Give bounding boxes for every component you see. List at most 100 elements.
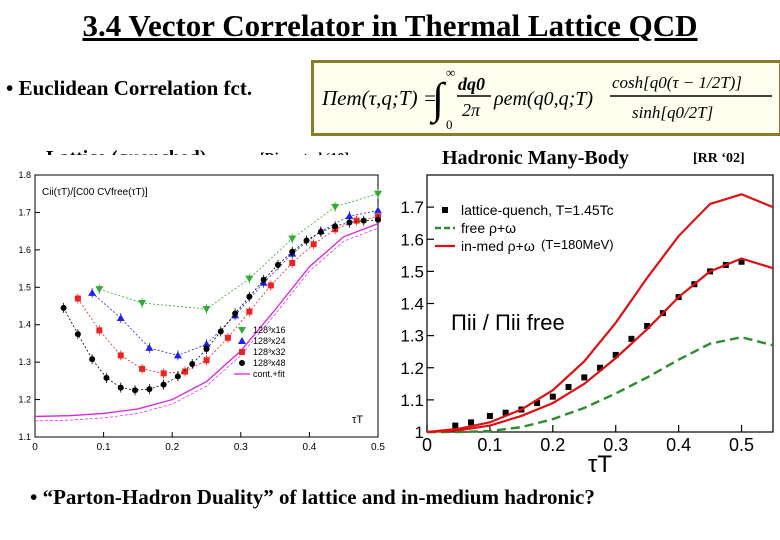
data-point <box>60 304 67 311</box>
data-point <box>452 422 459 429</box>
data-point <box>160 370 167 377</box>
data-point <box>224 334 231 341</box>
fit-curve <box>34 223 379 418</box>
data-point <box>139 365 146 372</box>
measure-denominator: 2π <box>462 100 481 120</box>
data-point <box>117 384 124 391</box>
y-tick-label: 1.6 <box>18 245 31 255</box>
x-tick-label: 0.1 <box>477 435 502 455</box>
data-point <box>612 351 619 358</box>
data-point <box>202 305 211 313</box>
legend-swatch <box>239 349 245 355</box>
series-line <box>63 219 379 391</box>
data-point <box>345 212 354 220</box>
data-point <box>202 340 211 348</box>
series-line <box>427 336 774 434</box>
legend-label: 128³x24 <box>253 336 286 346</box>
integral-sign: ∫ <box>429 74 447 125</box>
data-point <box>597 364 603 371</box>
legend-note: (T=180MeV) <box>541 237 614 252</box>
data-point <box>738 258 745 265</box>
lattice-correlator-plot: 0 0.1 0.2 0.3 0.4 0.5 1.1 1.2 1.3 1.4 1.5 1.6 1.7 1.8… <box>2 155 390 467</box>
x-tick-label: 0 <box>422 435 432 455</box>
series-3 <box>426 193 774 434</box>
legend-label: free ρ+ω <box>461 220 516 236</box>
kernel-numerator: cosh[q0(τ − 1/2T)] <box>612 73 742 92</box>
data-point <box>331 203 340 211</box>
data-point <box>360 217 367 224</box>
kernel-denominator: sinh[q0/2T] <box>632 103 713 122</box>
data-point <box>146 386 153 393</box>
data-point <box>288 235 297 243</box>
series-line <box>77 216 379 374</box>
y-tick-label: 1.5 <box>18 282 31 292</box>
data-point <box>332 223 339 230</box>
correlator-formula: Πem(τ,q;T) = ∞ ∫ 0 dq0 2π ρem(q0,q;T) co… <box>321 65 772 132</box>
measure-numerator: dq0 <box>458 74 485 94</box>
y-axis-label: Cii(τT)/[C00 CVfree(τT)] <box>42 187 148 198</box>
data-point <box>89 356 96 363</box>
series-2 <box>74 211 381 379</box>
data-point <box>486 412 493 419</box>
data-point <box>189 361 196 368</box>
legend-label: cont.+fit <box>253 369 285 379</box>
data-point <box>116 313 125 321</box>
y-tick-label: 1.8 <box>18 170 31 180</box>
bullet-correlation: • Euclidean Correlation fct. <box>6 76 253 100</box>
x-tick-label: 0 <box>32 442 38 453</box>
legend-label: 128³x32 <box>253 347 286 357</box>
data-point <box>289 259 296 266</box>
y-tick-label: 1.4 <box>18 320 31 330</box>
data-point <box>289 248 296 255</box>
data-point <box>628 335 635 342</box>
data-point <box>217 328 224 335</box>
data-point <box>274 261 281 268</box>
data-point <box>117 352 124 359</box>
y-tick-label: 1.1 <box>400 391 424 410</box>
legend-label: 128³x48 <box>253 358 286 368</box>
legend-label: in-med ρ+ω <box>461 238 535 254</box>
series-4 <box>34 223 379 422</box>
y-tick-label: 1.3 <box>18 357 31 367</box>
series-1 <box>427 336 774 434</box>
x-axis-label: τT <box>352 414 363 426</box>
data-point <box>103 374 110 381</box>
data-point <box>246 293 253 300</box>
y-tick-label: 1.6 <box>400 230 424 249</box>
series-line <box>426 193 774 434</box>
data-point <box>174 373 181 380</box>
spectral-function: ρem(q0,q;T) <box>493 88 593 110</box>
data-point <box>267 282 274 289</box>
formula-lower-limit: 0 <box>446 117 453 132</box>
y-tick-label: 1.7 <box>400 198 424 217</box>
y-axis-label: Πii / Πii free <box>451 310 565 335</box>
x-tick-label: 0.3 <box>234 442 248 453</box>
data-point <box>303 237 310 244</box>
data-point <box>96 327 103 334</box>
series-line <box>426 257 774 434</box>
x-tick-label: 0.2 <box>165 442 179 453</box>
slide-title: 3.4 Vector Correlator in Thermal Lattice… <box>82 8 698 43</box>
y-tick-label: 1.7 <box>18 207 31 217</box>
data-point <box>138 300 147 308</box>
fit-band-lower <box>34 227 379 422</box>
data-point <box>310 241 317 248</box>
bullet-duality: • “Parton-Hadron Duality” of lattice and… <box>30 485 595 509</box>
x-tick-label: 0.4 <box>302 442 316 453</box>
y-tick-label: 1 <box>415 423 424 442</box>
y-tick-label: 1.2 <box>400 359 424 378</box>
x-tick-label: 0.1 <box>97 442 111 453</box>
x-tick-label: 0.5 <box>371 442 385 453</box>
data-point <box>182 368 189 375</box>
data-point <box>346 219 353 226</box>
x-tick-label: 0.2 <box>540 435 565 455</box>
data-point <box>203 346 210 353</box>
right-panel-reference: [RR ‘02] <box>693 151 745 166</box>
data-point <box>74 295 81 302</box>
legend-label: lattice-quench, T=1.45Tc <box>461 202 614 218</box>
y-tick-label: 1.2 <box>18 395 31 405</box>
x-tick-label: 0.3 <box>603 435 628 455</box>
formula-box: Πem(τ,q;T) = ∞ ∫ 0 dq0 2π ρem(q0,q;T) co… <box>311 60 780 136</box>
series-2 <box>426 257 774 434</box>
